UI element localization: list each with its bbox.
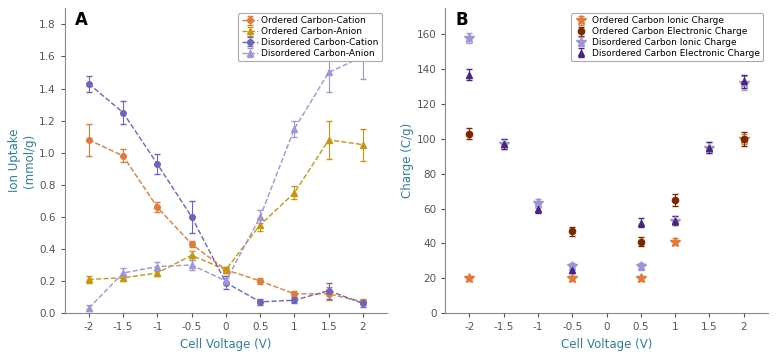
Text: A: A — [74, 11, 88, 29]
Legend: Ordered Carbon Ionic Charge, Ordered Carbon Electronic Charge, Disordered Carbon: Ordered Carbon Ionic Charge, Ordered Car… — [571, 13, 763, 61]
Text: B: B — [455, 11, 468, 29]
X-axis label: Cell Voltage (V): Cell Voltage (V) — [561, 338, 653, 351]
Legend: Ordered Carbon-Cation, Ordered Carbon-Anion, Disordered Carbon-Cation, Disordere: Ordered Carbon-Cation, Ordered Carbon-An… — [238, 13, 383, 61]
Y-axis label: Charge (C/g): Charge (C/g) — [401, 123, 414, 198]
X-axis label: Cell Voltage (V): Cell Voltage (V) — [180, 338, 272, 351]
Y-axis label: Ion Uptake
(mmol/g): Ion Uptake (mmol/g) — [9, 129, 36, 192]
